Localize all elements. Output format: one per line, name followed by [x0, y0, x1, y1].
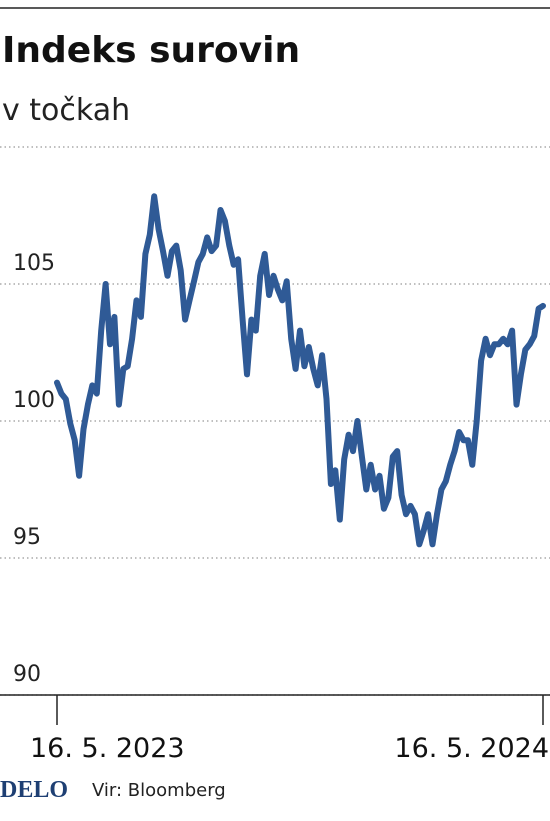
- y-tick-label: 105: [13, 251, 55, 276]
- data-line: [54, 193, 546, 548]
- x-tick-label: 16. 5. 2024: [394, 733, 549, 764]
- y-tick-label: 95: [13, 525, 41, 550]
- logo: DELO: [0, 777, 68, 803]
- y-tick-label: 100: [13, 388, 55, 413]
- source: Vir: Bloomberg: [92, 780, 226, 801]
- chart-subtitle: v točkah: [2, 93, 130, 128]
- y-tick-label: 90: [13, 662, 41, 687]
- x-tick-label: 16. 5. 2023: [30, 733, 185, 764]
- chart-title: Indeks surovin: [2, 30, 300, 71]
